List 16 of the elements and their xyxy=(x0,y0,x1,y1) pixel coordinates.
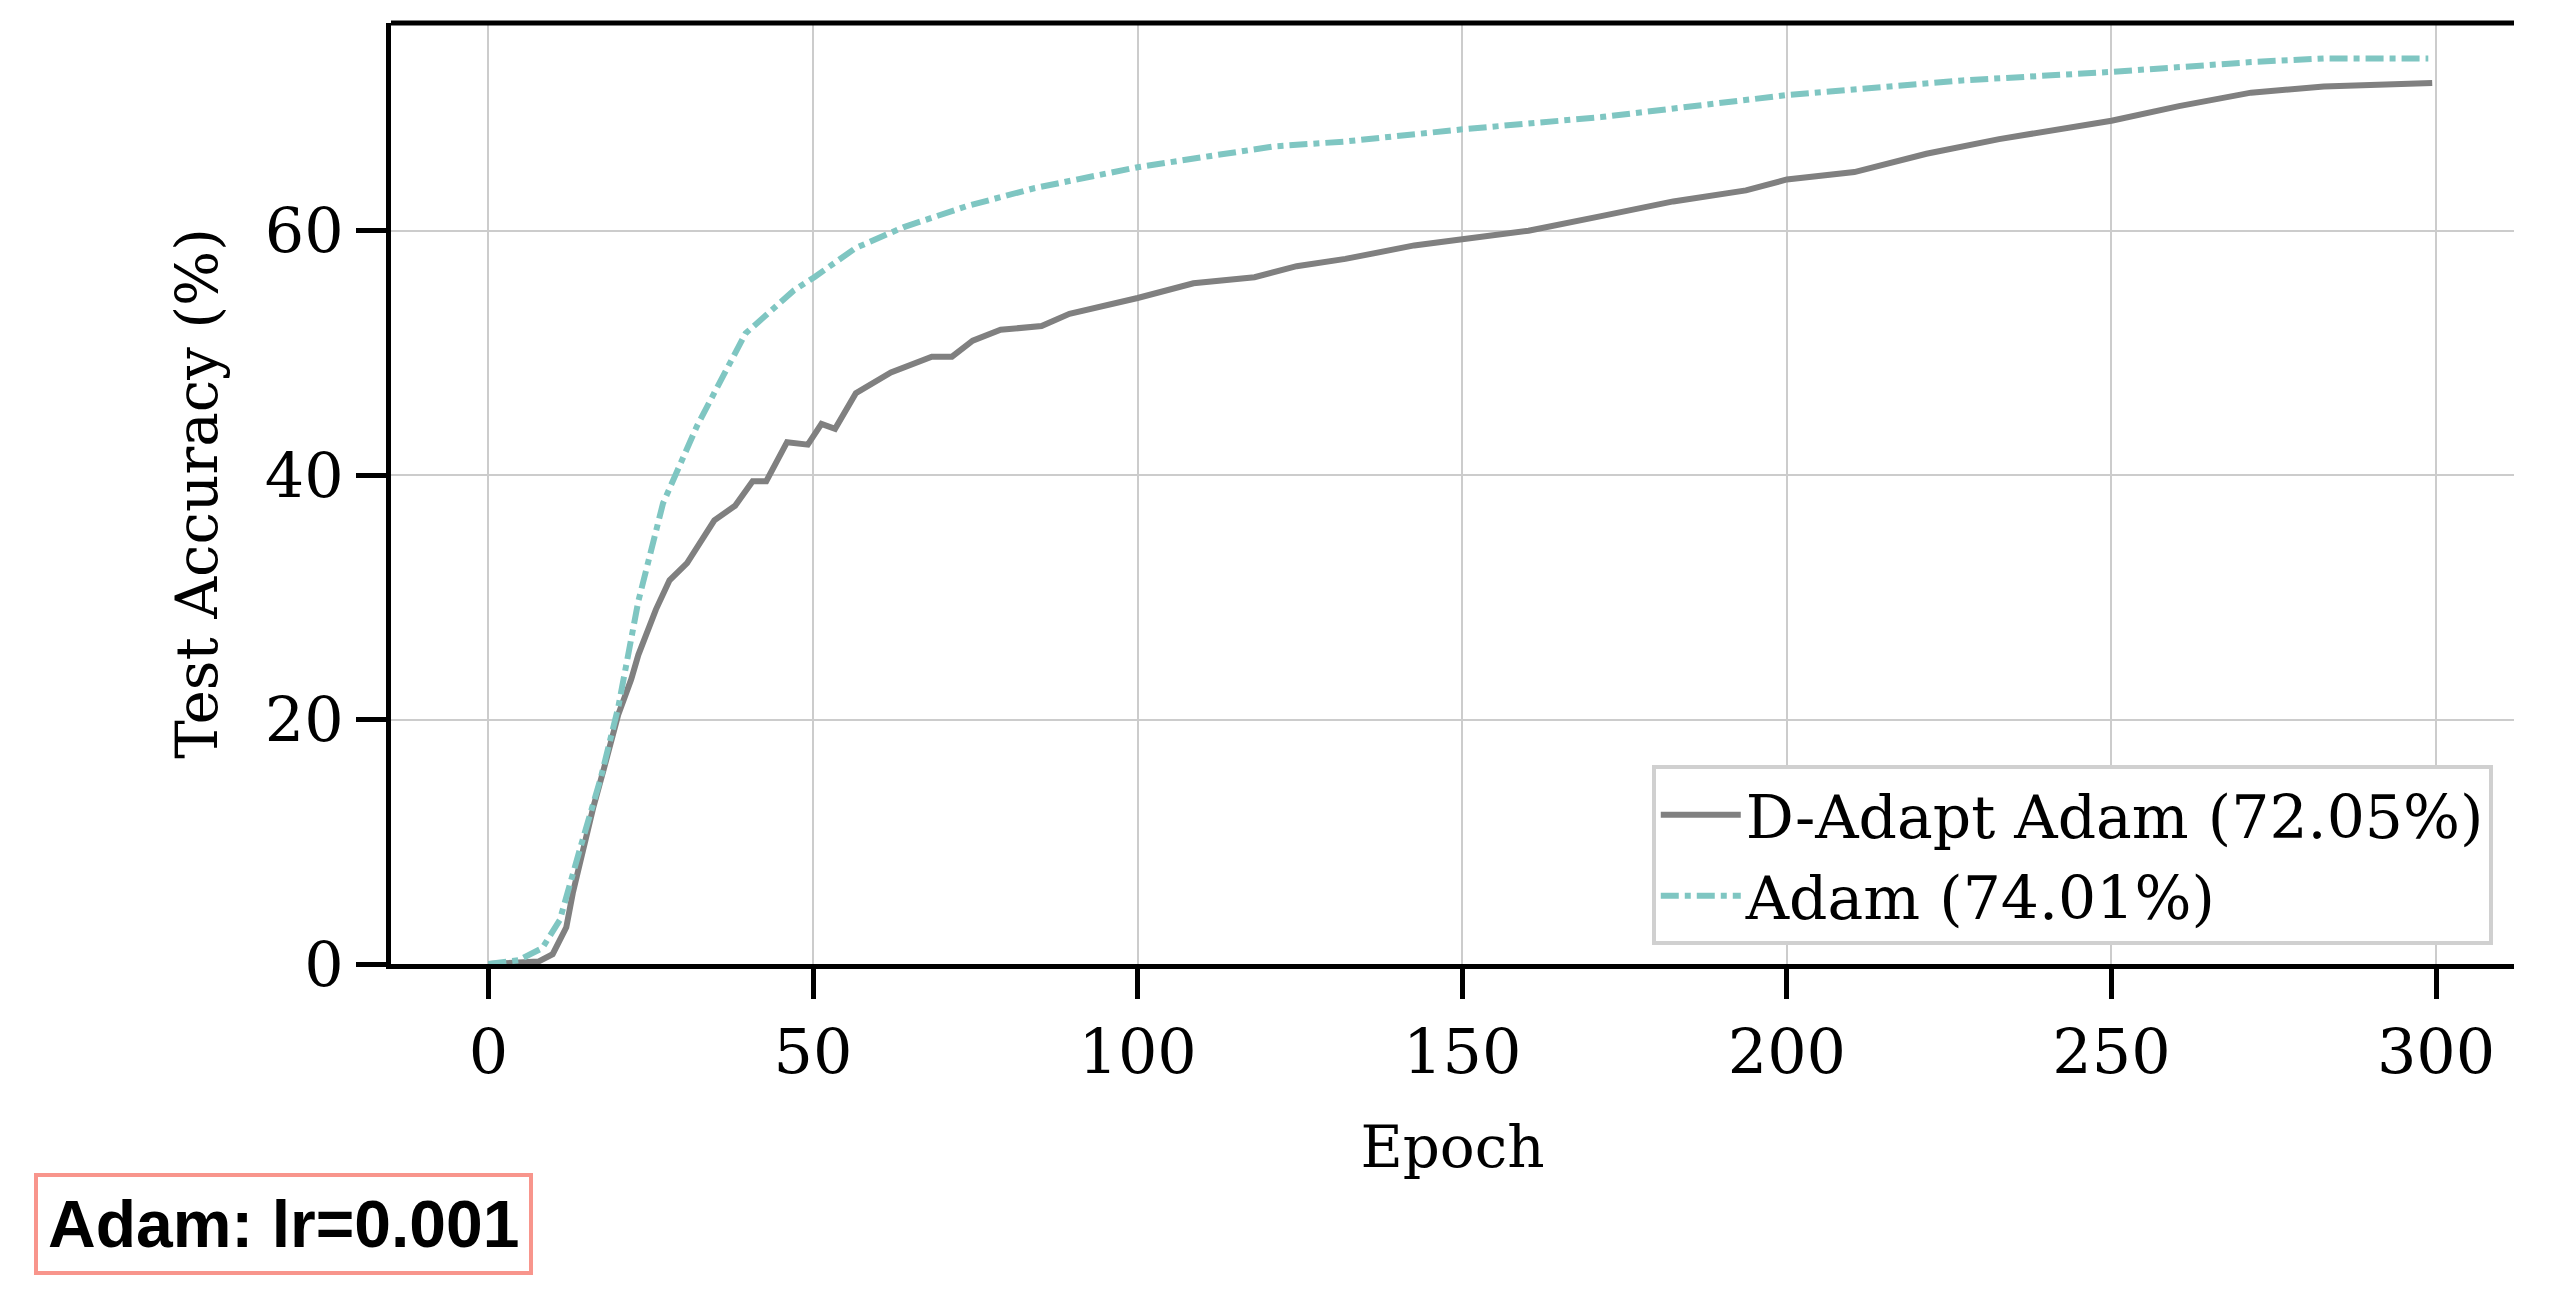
y-tick-label: 40 xyxy=(264,438,344,512)
x-axis-title: Epoch xyxy=(1360,1112,1545,1181)
x-tick-label: 50 xyxy=(773,1015,853,1089)
x-tick-label: 0 xyxy=(468,1015,509,1089)
y-tick-label: 60 xyxy=(264,194,344,268)
x-tick-label: 150 xyxy=(1403,1015,1522,1089)
legend-label: D-Adapt Adam (72.05%) xyxy=(1745,782,2484,853)
y-axis-title: Test Accuracy (%) xyxy=(162,228,231,759)
text: Adam: lr=0.001 xyxy=(48,1187,520,1261)
x-tick-label: 300 xyxy=(2376,1015,2496,1089)
y-tick-label: 0 xyxy=(304,927,344,1001)
x-tick-label: 100 xyxy=(1078,1015,1197,1089)
x-tick-label: 200 xyxy=(1727,1015,1847,1089)
x-tick-label: 250 xyxy=(2052,1015,2171,1089)
legend-label: Adam (74.01%) xyxy=(1744,863,2215,934)
y-tick-label: 20 xyxy=(264,683,344,757)
